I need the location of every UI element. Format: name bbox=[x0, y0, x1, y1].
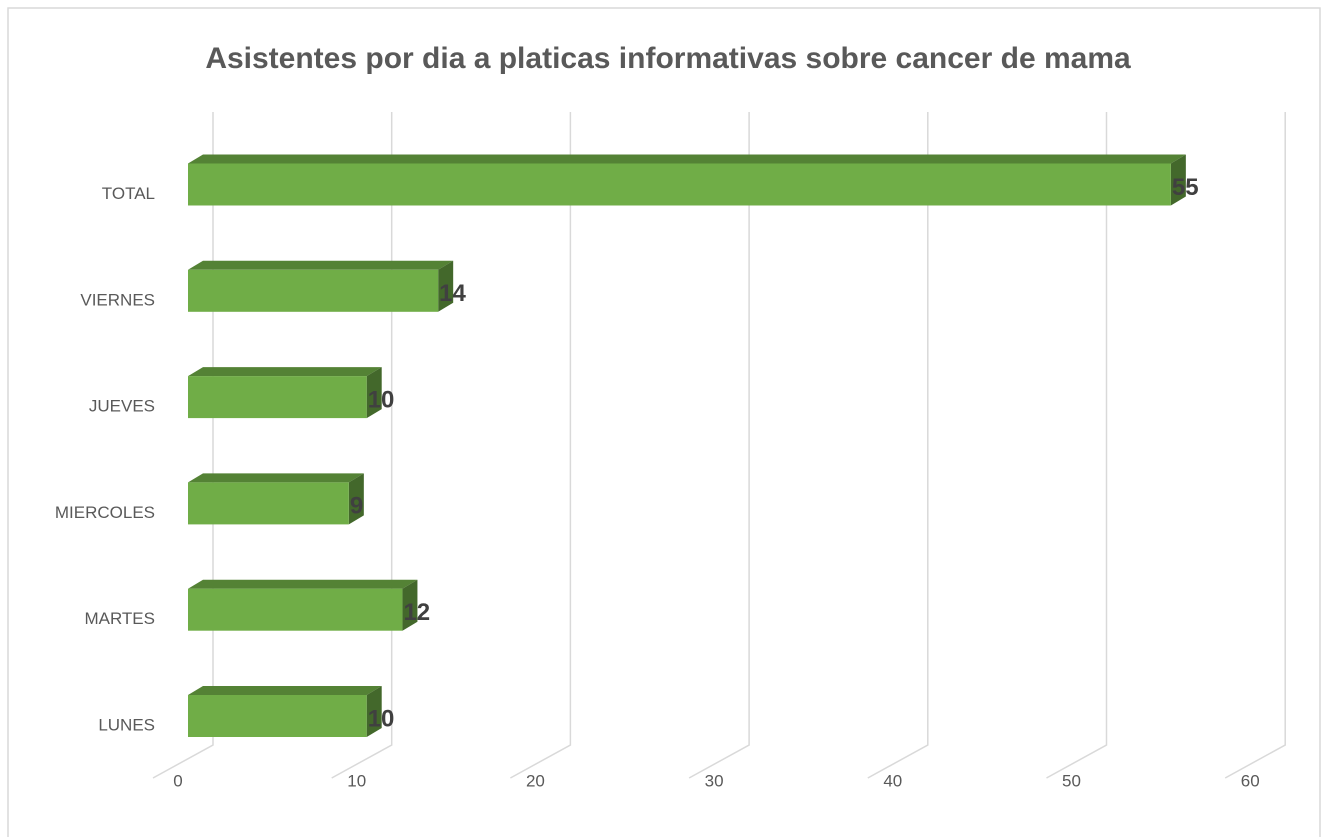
bar-front bbox=[188, 269, 439, 312]
bar-side bbox=[402, 579, 418, 631]
y-tick-label: TOTAL bbox=[102, 184, 155, 203]
grid-line bbox=[510, 112, 572, 779]
bar-side bbox=[438, 260, 454, 312]
bar-front bbox=[188, 588, 403, 631]
bar bbox=[188, 367, 382, 419]
bar-top bbox=[188, 154, 1186, 164]
value-label: 12 bbox=[403, 599, 430, 626]
bar bbox=[188, 154, 1186, 206]
bar-top bbox=[188, 579, 418, 589]
y-tick-label: LUNES bbox=[98, 715, 155, 734]
y-tick-label: MARTES bbox=[84, 609, 155, 628]
grid-line bbox=[688, 112, 750, 779]
x-tick-label: 30 bbox=[705, 771, 724, 790]
grid-line bbox=[1224, 112, 1286, 779]
bar-top bbox=[188, 260, 454, 270]
grid-line bbox=[867, 112, 929, 779]
x-tick-label: 10 bbox=[347, 771, 366, 790]
value-label: 10 bbox=[368, 705, 395, 732]
value-label: 10 bbox=[368, 386, 395, 413]
bar-front bbox=[188, 376, 367, 419]
bar-top bbox=[188, 686, 382, 695]
bar-side bbox=[348, 473, 364, 525]
value-label: 14 bbox=[439, 280, 466, 307]
bar-front bbox=[188, 163, 1171, 206]
y-tick-label: MIERCOLES bbox=[55, 503, 155, 522]
value-label: 9 bbox=[350, 493, 363, 520]
chart-title: Asistentes por dia a platicas informativ… bbox=[205, 42, 1131, 75]
x-tick-label: 50 bbox=[1062, 771, 1081, 790]
x-tick-label: 40 bbox=[883, 771, 902, 790]
grid-line bbox=[152, 112, 214, 779]
bar bbox=[188, 686, 382, 737]
bar-top bbox=[188, 367, 382, 377]
grid-line bbox=[1046, 112, 1108, 779]
bar bbox=[188, 579, 418, 631]
bar-side bbox=[1170, 154, 1186, 206]
bar-side bbox=[366, 367, 382, 419]
bar-top bbox=[188, 473, 364, 483]
y-tick-label: VIERNES bbox=[80, 290, 155, 309]
bar bbox=[188, 473, 364, 525]
x-tick-label: 20 bbox=[526, 771, 545, 790]
bar-front bbox=[188, 482, 349, 525]
bar bbox=[188, 260, 454, 312]
value-label: 55 bbox=[1172, 174, 1199, 201]
bar-front bbox=[188, 695, 367, 737]
grid-line bbox=[331, 112, 393, 779]
bar-side bbox=[366, 686, 382, 737]
y-tick-label: JUEVES bbox=[89, 397, 155, 416]
x-tick-label: 60 bbox=[1241, 771, 1260, 790]
x-tick-label: 0 bbox=[173, 771, 182, 790]
